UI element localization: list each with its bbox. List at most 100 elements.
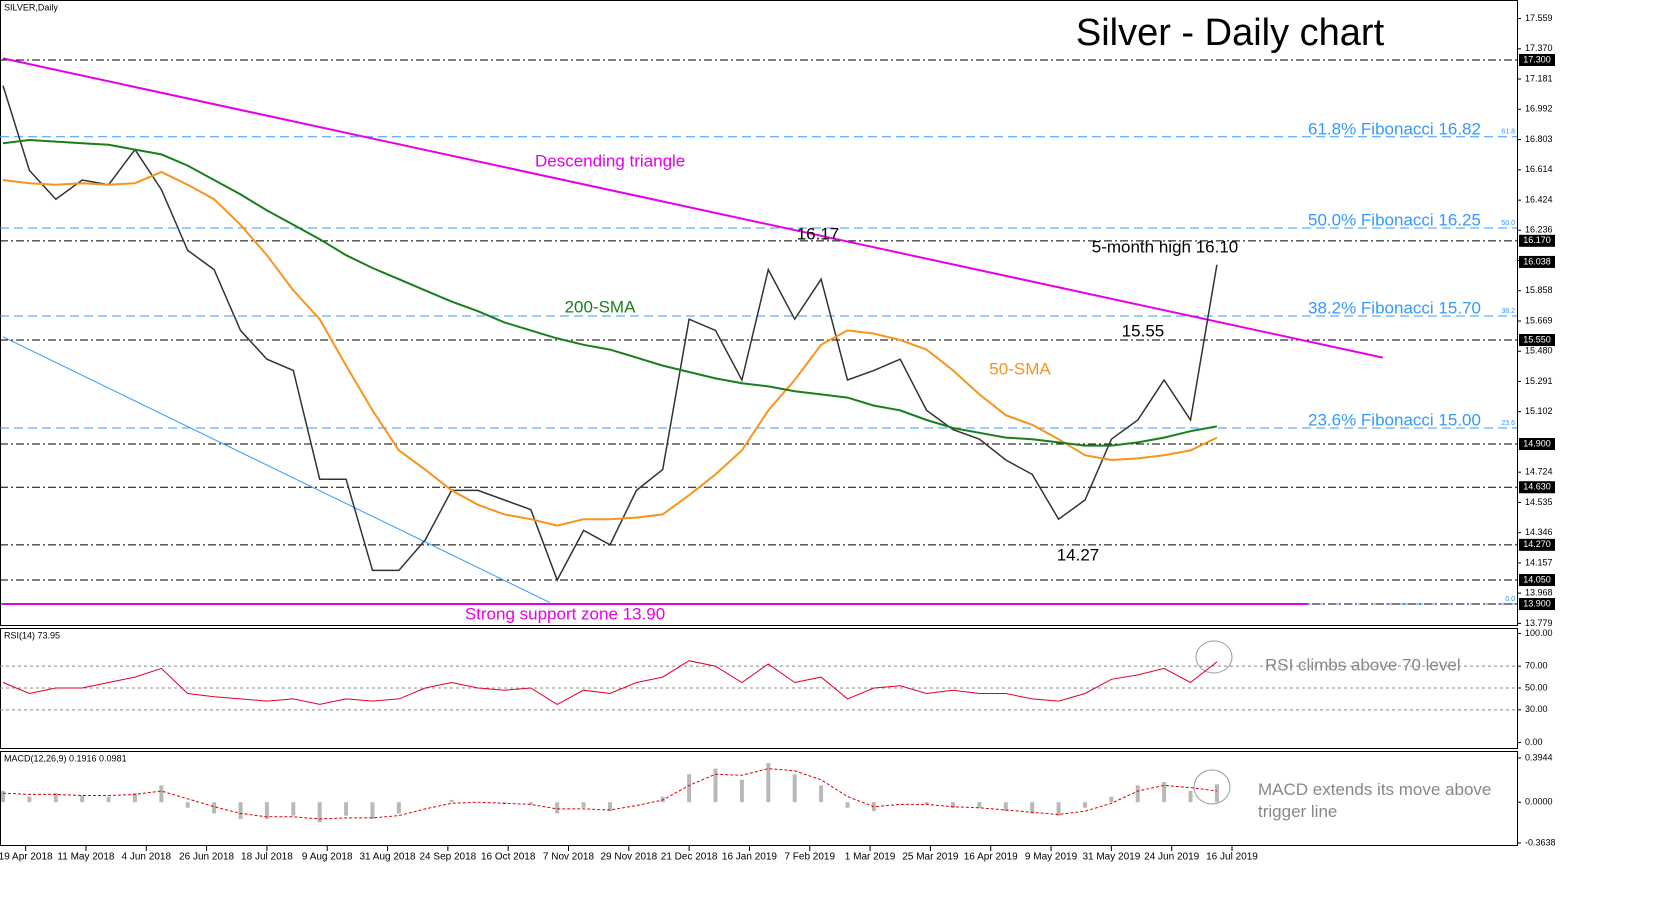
trendline bbox=[2, 57, 1384, 359]
x-tick-label: 11 May 2018 bbox=[57, 852, 115, 863]
fib-annotation: 61.8% Fibonacci 16.82 bbox=[1308, 119, 1481, 138]
x-tick-label: 31 May 2019 bbox=[1082, 852, 1140, 863]
histogram-bar bbox=[1162, 782, 1167, 803]
y-tick-label: 16.236 bbox=[1525, 225, 1553, 235]
histogram-bar bbox=[819, 785, 824, 803]
histogram-bar bbox=[264, 802, 269, 820]
level-label: 14.900 bbox=[1523, 438, 1551, 448]
x-tick-label: 1 Mar 2019 bbox=[845, 852, 896, 863]
histogram-bar bbox=[766, 762, 771, 803]
level-box bbox=[1519, 334, 1555, 347]
macd-annotation: MACD extends its move above trigger line bbox=[1258, 780, 1491, 821]
histogram-bar bbox=[977, 802, 982, 808]
trendline bbox=[2, 336, 550, 603]
histogram-bar bbox=[1109, 796, 1114, 803]
y-tick-label: 14.346 bbox=[1525, 527, 1553, 537]
histogram-bar bbox=[53, 793, 58, 803]
histogram-bar bbox=[792, 774, 797, 803]
x-tick-label: 16 Jul 2019 bbox=[1206, 852, 1258, 863]
y-tick-label: 15.858 bbox=[1525, 285, 1553, 295]
x-tick-label: 19 Apr 2018 bbox=[0, 852, 53, 863]
annotation: 5-month high 16.10 bbox=[1092, 237, 1239, 256]
annotation: Descending triangle bbox=[535, 151, 685, 170]
y-tick-label: 14.157 bbox=[1525, 557, 1553, 567]
level-box bbox=[1519, 234, 1555, 247]
sma-label: 50-SMA bbox=[989, 359, 1051, 378]
y-tick-label: 14.724 bbox=[1525, 467, 1553, 477]
y-tick-label: 16.424 bbox=[1525, 195, 1553, 205]
y-tick-label: 50.00 bbox=[1525, 682, 1548, 692]
level-box bbox=[1519, 538, 1555, 551]
x-tick-label: 18 Jul 2018 bbox=[241, 852, 293, 863]
histogram-bar bbox=[739, 779, 744, 803]
x-tick-label: 16 Apr 2019 bbox=[964, 852, 1018, 863]
level-label: 16.170 bbox=[1523, 235, 1551, 245]
level-label: 14.050 bbox=[1523, 574, 1551, 584]
level-box bbox=[1519, 438, 1555, 451]
x-tick-label: 4 Jun 2018 bbox=[122, 852, 172, 863]
histogram-bar bbox=[132, 793, 137, 803]
fib-ratio-label: 50.0 bbox=[1501, 220, 1515, 227]
fib-ratio-label: 23.6 bbox=[1501, 420, 1515, 427]
y-tick-label: 0.0000 bbox=[1525, 797, 1553, 807]
y-tick-label: 13.779 bbox=[1525, 618, 1553, 628]
fib-annotation: 50.0% Fibonacci 16.25 bbox=[1308, 210, 1481, 229]
y-tick-label: 15.102 bbox=[1525, 406, 1553, 416]
level-box bbox=[1519, 54, 1555, 67]
histogram-bar bbox=[581, 802, 586, 808]
histogram-bar bbox=[1, 790, 6, 803]
histogram-bar bbox=[1030, 802, 1035, 814]
histogram-bar bbox=[528, 802, 533, 805]
series-line bbox=[2, 660, 1218, 705]
x-tick-label: 16 Oct 2018 bbox=[481, 852, 536, 863]
histogram-bar bbox=[212, 802, 217, 814]
x-tick-label: 25 Mar 2019 bbox=[902, 852, 959, 863]
annotation: Strong support zone 13.90 bbox=[465, 604, 665, 623]
histogram-bar bbox=[713, 768, 718, 803]
y-tick-label: 17.559 bbox=[1525, 13, 1553, 23]
y-tick-label: 100.00 bbox=[1525, 628, 1553, 638]
histogram-bar bbox=[1082, 802, 1087, 808]
highlight-circle bbox=[1195, 640, 1233, 674]
histogram-bar bbox=[27, 796, 32, 803]
sma-label: 200-SMA bbox=[565, 297, 637, 316]
y-tick-label: 0.3944 bbox=[1525, 752, 1553, 762]
y-tick-label: 15.669 bbox=[1525, 315, 1553, 325]
histogram-bar bbox=[449, 799, 454, 803]
histogram-bar bbox=[344, 802, 349, 816]
histogram-bar bbox=[951, 802, 956, 808]
macd-panel bbox=[0, 751, 1518, 846]
fib-annotation: 38.2% Fibonacci 15.70 bbox=[1308, 299, 1481, 318]
y-tick-label: 14.535 bbox=[1525, 497, 1553, 507]
x-tick-label: 9 May 2019 bbox=[1025, 852, 1078, 863]
y-tick-label: 17.181 bbox=[1525, 73, 1553, 83]
x-tick-label: 9 Aug 2018 bbox=[302, 852, 353, 863]
rsi-label: RSI(14) 73.95 bbox=[4, 630, 60, 640]
histogram-bar bbox=[924, 802, 929, 805]
histogram-bar bbox=[106, 796, 111, 803]
y-tick-label: 16.803 bbox=[1525, 134, 1553, 144]
level-box bbox=[1519, 481, 1555, 494]
macd-label: MACD(12,26,9) 0.1916 0.0981 bbox=[4, 753, 127, 763]
fib-ratio-label: 38.2 bbox=[1501, 308, 1515, 315]
annotation: 14.27 bbox=[1057, 545, 1100, 564]
chart-title: Silver - Daily chart bbox=[1076, 12, 1385, 54]
main-panel bbox=[0, 0, 1518, 626]
y-tick-label: 70.00 bbox=[1525, 661, 1548, 671]
x-tick-label: 26 Jun 2018 bbox=[179, 852, 234, 863]
level-label: 14.270 bbox=[1523, 539, 1551, 549]
histogram-bar bbox=[159, 785, 164, 803]
histogram-bar bbox=[1135, 785, 1140, 803]
histogram-bar bbox=[80, 795, 85, 803]
level-box bbox=[1519, 255, 1555, 268]
histogram-bar bbox=[845, 802, 850, 808]
histogram-bar bbox=[1003, 802, 1008, 812]
highlight-circle bbox=[1193, 769, 1231, 805]
histogram-bar bbox=[555, 802, 560, 814]
histogram-bar bbox=[185, 802, 190, 808]
y-tick-label: 16.614 bbox=[1525, 164, 1553, 174]
y-tick-label: 16.992 bbox=[1525, 104, 1553, 114]
y-tick-label: 15.291 bbox=[1525, 376, 1553, 386]
